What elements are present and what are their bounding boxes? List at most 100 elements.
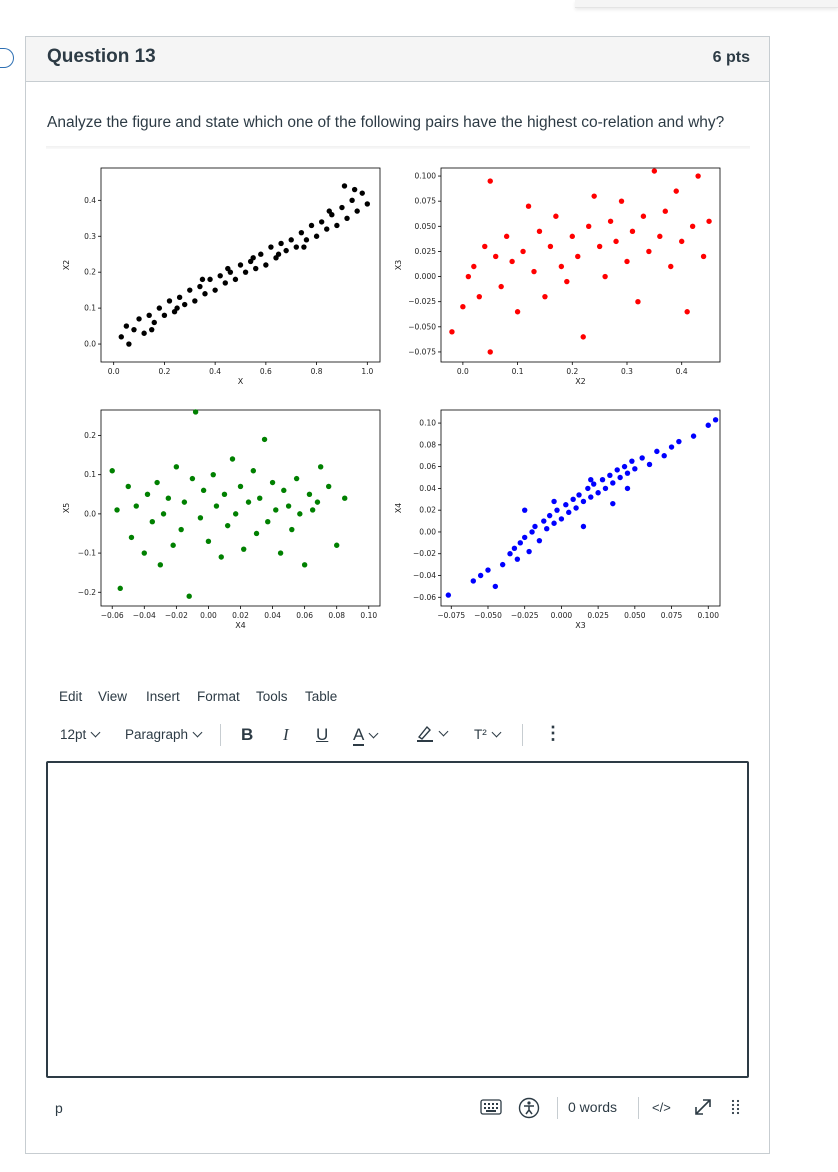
y-tick-label: 0.2 xyxy=(84,431,96,440)
bold-button[interactable]: B xyxy=(241,725,254,744)
data-point xyxy=(257,495,263,501)
word-count[interactable]: 0 words xyxy=(568,1099,618,1115)
menu-insert[interactable]: Insert xyxy=(146,689,180,704)
font-size-select[interactable]: 12pt xyxy=(60,727,101,742)
text-color-icon: A xyxy=(353,725,365,746)
data-point xyxy=(128,534,135,541)
x-tick-label: 0.2 xyxy=(566,367,578,376)
menu-format[interactable]: Format xyxy=(197,689,240,704)
x-tick-label: −0.06 xyxy=(101,611,124,620)
y-tick-label: 0.025 xyxy=(415,247,437,256)
data-point xyxy=(317,464,324,470)
question-text: Analyze the figure and state which one o… xyxy=(47,114,725,131)
toolbar-divider xyxy=(522,724,523,746)
resize-handle-icon[interactable] xyxy=(731,1099,741,1117)
data-point xyxy=(635,298,641,305)
data-point xyxy=(465,273,472,280)
data-point xyxy=(526,548,532,555)
data-point xyxy=(173,464,180,470)
data-point xyxy=(610,480,616,486)
menu-tools[interactable]: Tools xyxy=(256,689,288,704)
element-path[interactable]: p xyxy=(55,1100,63,1116)
x-tick-label: 0.02 xyxy=(232,611,249,620)
y-tick-label: 0.06 xyxy=(419,462,436,471)
y-tick-label: 0.0 xyxy=(84,340,96,349)
data-point xyxy=(629,228,636,235)
data-point xyxy=(281,487,287,494)
data-point xyxy=(487,178,493,184)
data-point xyxy=(532,523,538,530)
data-point xyxy=(232,276,239,283)
data-point xyxy=(492,583,499,590)
data-point xyxy=(564,278,570,285)
data-point xyxy=(192,409,199,415)
block-format-value: Paragraph xyxy=(125,727,189,742)
data-point xyxy=(511,545,518,551)
x-tick-label: −0.075 xyxy=(437,611,465,620)
italic-button[interactable]: I xyxy=(283,725,289,744)
html-editor-toggle[interactable]: </> xyxy=(652,1100,671,1115)
data-point xyxy=(245,499,252,505)
data-point xyxy=(354,208,360,214)
data-point xyxy=(602,485,609,492)
data-point xyxy=(192,298,198,304)
data-point xyxy=(529,529,535,535)
data-point xyxy=(569,233,575,240)
scatter-chart-2: 0.0 0.1 0.2 0.3 0.4 0.100 0.075 0.050 0.025 0.000… xyxy=(394,167,721,386)
superscript-button[interactable]: T² xyxy=(474,727,502,742)
text-color-button[interactable]: A xyxy=(353,725,379,746)
x-tick-label: 0.2 xyxy=(158,367,170,376)
data-point xyxy=(531,268,537,275)
plot-frame xyxy=(100,409,381,607)
data-point xyxy=(499,561,506,568)
x-tick-label: 1.0 xyxy=(361,367,373,376)
data-point xyxy=(591,193,597,199)
data-point xyxy=(342,495,348,501)
question-flag-icon[interactable] xyxy=(0,48,14,68)
data-point xyxy=(212,287,218,293)
data-point xyxy=(306,491,313,497)
x-tick-label: 0.06 xyxy=(296,611,313,620)
data-point xyxy=(525,203,532,209)
data-point xyxy=(182,301,188,308)
data-point xyxy=(253,265,259,272)
data-point xyxy=(662,208,668,214)
data-point xyxy=(160,511,167,517)
menu-table[interactable]: Table xyxy=(305,689,338,704)
data-point xyxy=(575,253,581,260)
data-point xyxy=(313,233,320,239)
y-axis-label: X3 xyxy=(394,260,403,271)
rich-text-editor[interactable] xyxy=(46,761,749,1078)
y-tick-label: 0.1 xyxy=(84,470,96,479)
data-point xyxy=(285,503,292,509)
data-point xyxy=(200,487,207,494)
data-point xyxy=(514,556,521,562)
menu-edit[interactable]: Edit xyxy=(59,689,83,704)
data-point xyxy=(166,298,173,304)
data-point xyxy=(596,243,603,250)
data-point xyxy=(617,474,623,481)
fullscreen-icon[interactable] xyxy=(692,1096,714,1118)
y-tick-label: 0.2 xyxy=(84,268,96,277)
menu-view[interactable]: View xyxy=(98,689,128,704)
accessibility-icon[interactable] xyxy=(518,1097,540,1119)
scatter-chart-3: −0.06 −0.04 −0.02 0.00 0.02 0.04 0.06 0.08 0.10 0… xyxy=(62,409,381,630)
data-point xyxy=(141,550,147,556)
data-point xyxy=(326,208,332,214)
more-options-button[interactable]: ⋮ xyxy=(544,723,562,743)
scatter-chart-1: 0.0 0.2 0.4 0.6 0.8 1.0 0.0 0.1 0.2 0.3 0.4 X X2 xyxy=(62,167,381,386)
underline-button[interactable]: U xyxy=(316,725,329,744)
keyboard-icon[interactable] xyxy=(480,1098,502,1116)
data-point xyxy=(536,228,543,235)
highlight-color-button[interactable] xyxy=(416,723,449,746)
y-tick-label: 0.10 xyxy=(419,419,436,428)
data-point xyxy=(205,538,212,545)
x-tick-label: 0.8 xyxy=(311,367,323,376)
data-point xyxy=(661,453,667,459)
data-point xyxy=(334,222,340,229)
data-point xyxy=(536,537,543,544)
data-point xyxy=(187,287,193,293)
data-point xyxy=(174,305,180,311)
data-point xyxy=(253,530,260,537)
block-format-select[interactable]: Paragraph xyxy=(125,727,203,742)
